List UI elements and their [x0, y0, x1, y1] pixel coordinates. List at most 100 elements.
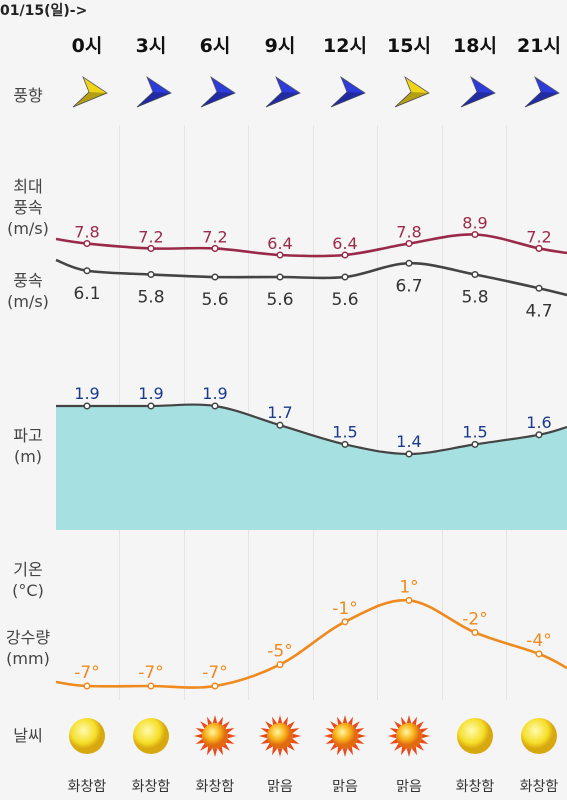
condition-text: 화창함 — [519, 779, 559, 795]
max-wind-label-line3: (m/s) — [7, 219, 49, 238]
temperature-value: -7° — [202, 663, 227, 683]
hour-7: 21시 — [517, 35, 561, 57]
hour-6: 18시 — [453, 35, 497, 57]
max-wind-point — [276, 251, 284, 259]
wind-value: 6.1 — [73, 284, 100, 304]
hour-1: 3시 — [135, 35, 167, 57]
wind-arrow-icon — [133, 73, 173, 109]
wind-arrow-icon — [197, 73, 237, 109]
temperature-value: -7° — [74, 663, 99, 683]
wave-point — [83, 402, 91, 410]
wind-line — [55, 258, 567, 297]
wind-direction-label: 풍향 — [13, 86, 43, 105]
temperature-value: -2° — [462, 610, 487, 630]
wave-height-label-line1: 파고 — [13, 426, 43, 445]
wave-value: 1.9 — [138, 384, 163, 403]
wave-point — [147, 402, 155, 410]
wave-value: 1.7 — [267, 403, 292, 422]
bright-sun-icon — [258, 714, 302, 758]
grid-line — [506, 125, 507, 700]
max-wind-point — [341, 251, 349, 259]
temperature-value: -5° — [267, 642, 292, 662]
max-wind-label: 최대 풍속 (m/s) — [0, 176, 56, 239]
max-wind-value: 6.4 — [267, 234, 292, 253]
wind-arrow-icon — [457, 73, 497, 109]
temperature-point — [341, 618, 349, 626]
wave-line — [56, 403, 567, 456]
max-wind-point — [147, 244, 155, 252]
grid-line — [248, 125, 249, 700]
precipitation-label: 강수량 (mm) — [0, 627, 56, 669]
bright-sun-icon — [323, 714, 367, 758]
temperature-value: -1° — [332, 599, 357, 619]
weather-label: 날씨 — [13, 726, 43, 745]
wind-point — [405, 259, 413, 267]
wind-arrow-icon — [262, 73, 302, 109]
wind-arrow-icon — [69, 73, 109, 109]
hour-3: 9시 — [264, 35, 296, 57]
max-wind-label-line2: 풍속 — [13, 198, 43, 217]
wave-value: 1.4 — [396, 432, 421, 451]
hour-0: 0시 — [71, 35, 103, 57]
max-wind-value: 7.8 — [74, 223, 99, 242]
pale-sun-icon — [129, 714, 173, 758]
temperature-point — [211, 682, 219, 690]
wave-point — [535, 431, 543, 439]
wind-point — [211, 273, 219, 281]
pale-sun-icon — [65, 714, 109, 758]
wind-value: 5.6 — [266, 290, 293, 310]
max-wind-line — [55, 233, 567, 258]
temperature-value: 1° — [399, 577, 418, 597]
bright-sun-icon — [387, 714, 431, 758]
max-wind-value: 7.8 — [396, 223, 421, 242]
wind-value: 5.8 — [461, 288, 488, 308]
max-wind-value: 8.9 — [462, 214, 487, 233]
temperature-point — [147, 682, 155, 690]
wind-speed-label-line2: (m/s) — [7, 292, 49, 311]
wave-value: 1.5 — [462, 422, 487, 441]
wave-value: 1.9 — [74, 384, 99, 403]
wave-point — [405, 450, 413, 458]
wave-point — [471, 440, 479, 448]
wind-speed-label: 풍속 (m/s) — [0, 270, 56, 312]
condition-text: 화창함 — [131, 779, 171, 795]
wind-point — [83, 267, 91, 275]
max-wind-point — [83, 239, 91, 248]
wind-point — [471, 270, 479, 279]
pale-sun-icon — [453, 714, 497, 758]
wind-speed-label-line1: 풍속 — [13, 271, 43, 290]
wind-arrow-icon — [391, 73, 431, 109]
condition-text: 맑음 — [332, 779, 358, 795]
max-wind-point — [405, 239, 413, 248]
temperature-value: -7° — [138, 663, 163, 683]
wave-point — [276, 421, 284, 429]
wind-point — [341, 273, 349, 281]
max-wind-point — [211, 244, 219, 252]
max-wind-value: 6.4 — [332, 234, 357, 253]
wave-value: 1.5 — [332, 422, 357, 441]
wind-point — [276, 273, 284, 281]
temperature-point — [535, 650, 543, 658]
max-wind-point — [535, 244, 543, 252]
wave-height-label: 파고 (m) — [0, 425, 56, 467]
wind-point — [147, 270, 155, 279]
max-wind-point — [471, 230, 479, 239]
temperature-label: 기온 (°C) — [0, 559, 56, 601]
condition-text: 맑음 — [267, 779, 293, 795]
grid-line — [313, 125, 314, 700]
hour-2: 6시 — [199, 35, 231, 57]
bright-sun-icon — [193, 714, 237, 758]
wind-value: 4.7 — [525, 301, 552, 321]
temperature-point — [83, 682, 91, 690]
temperature-point — [471, 628, 479, 637]
wind-value: 6.7 — [395, 276, 422, 296]
temperature-label-line1: 기온 — [13, 560, 43, 579]
wave-point — [211, 402, 219, 410]
wave-point — [341, 440, 349, 448]
temperature-label-line2: (°C) — [12, 581, 44, 600]
pale-sun-icon — [517, 714, 561, 758]
wind-value: 5.8 — [137, 288, 164, 308]
temperature-point — [276, 661, 284, 669]
wind-value: 5.6 — [331, 290, 358, 310]
